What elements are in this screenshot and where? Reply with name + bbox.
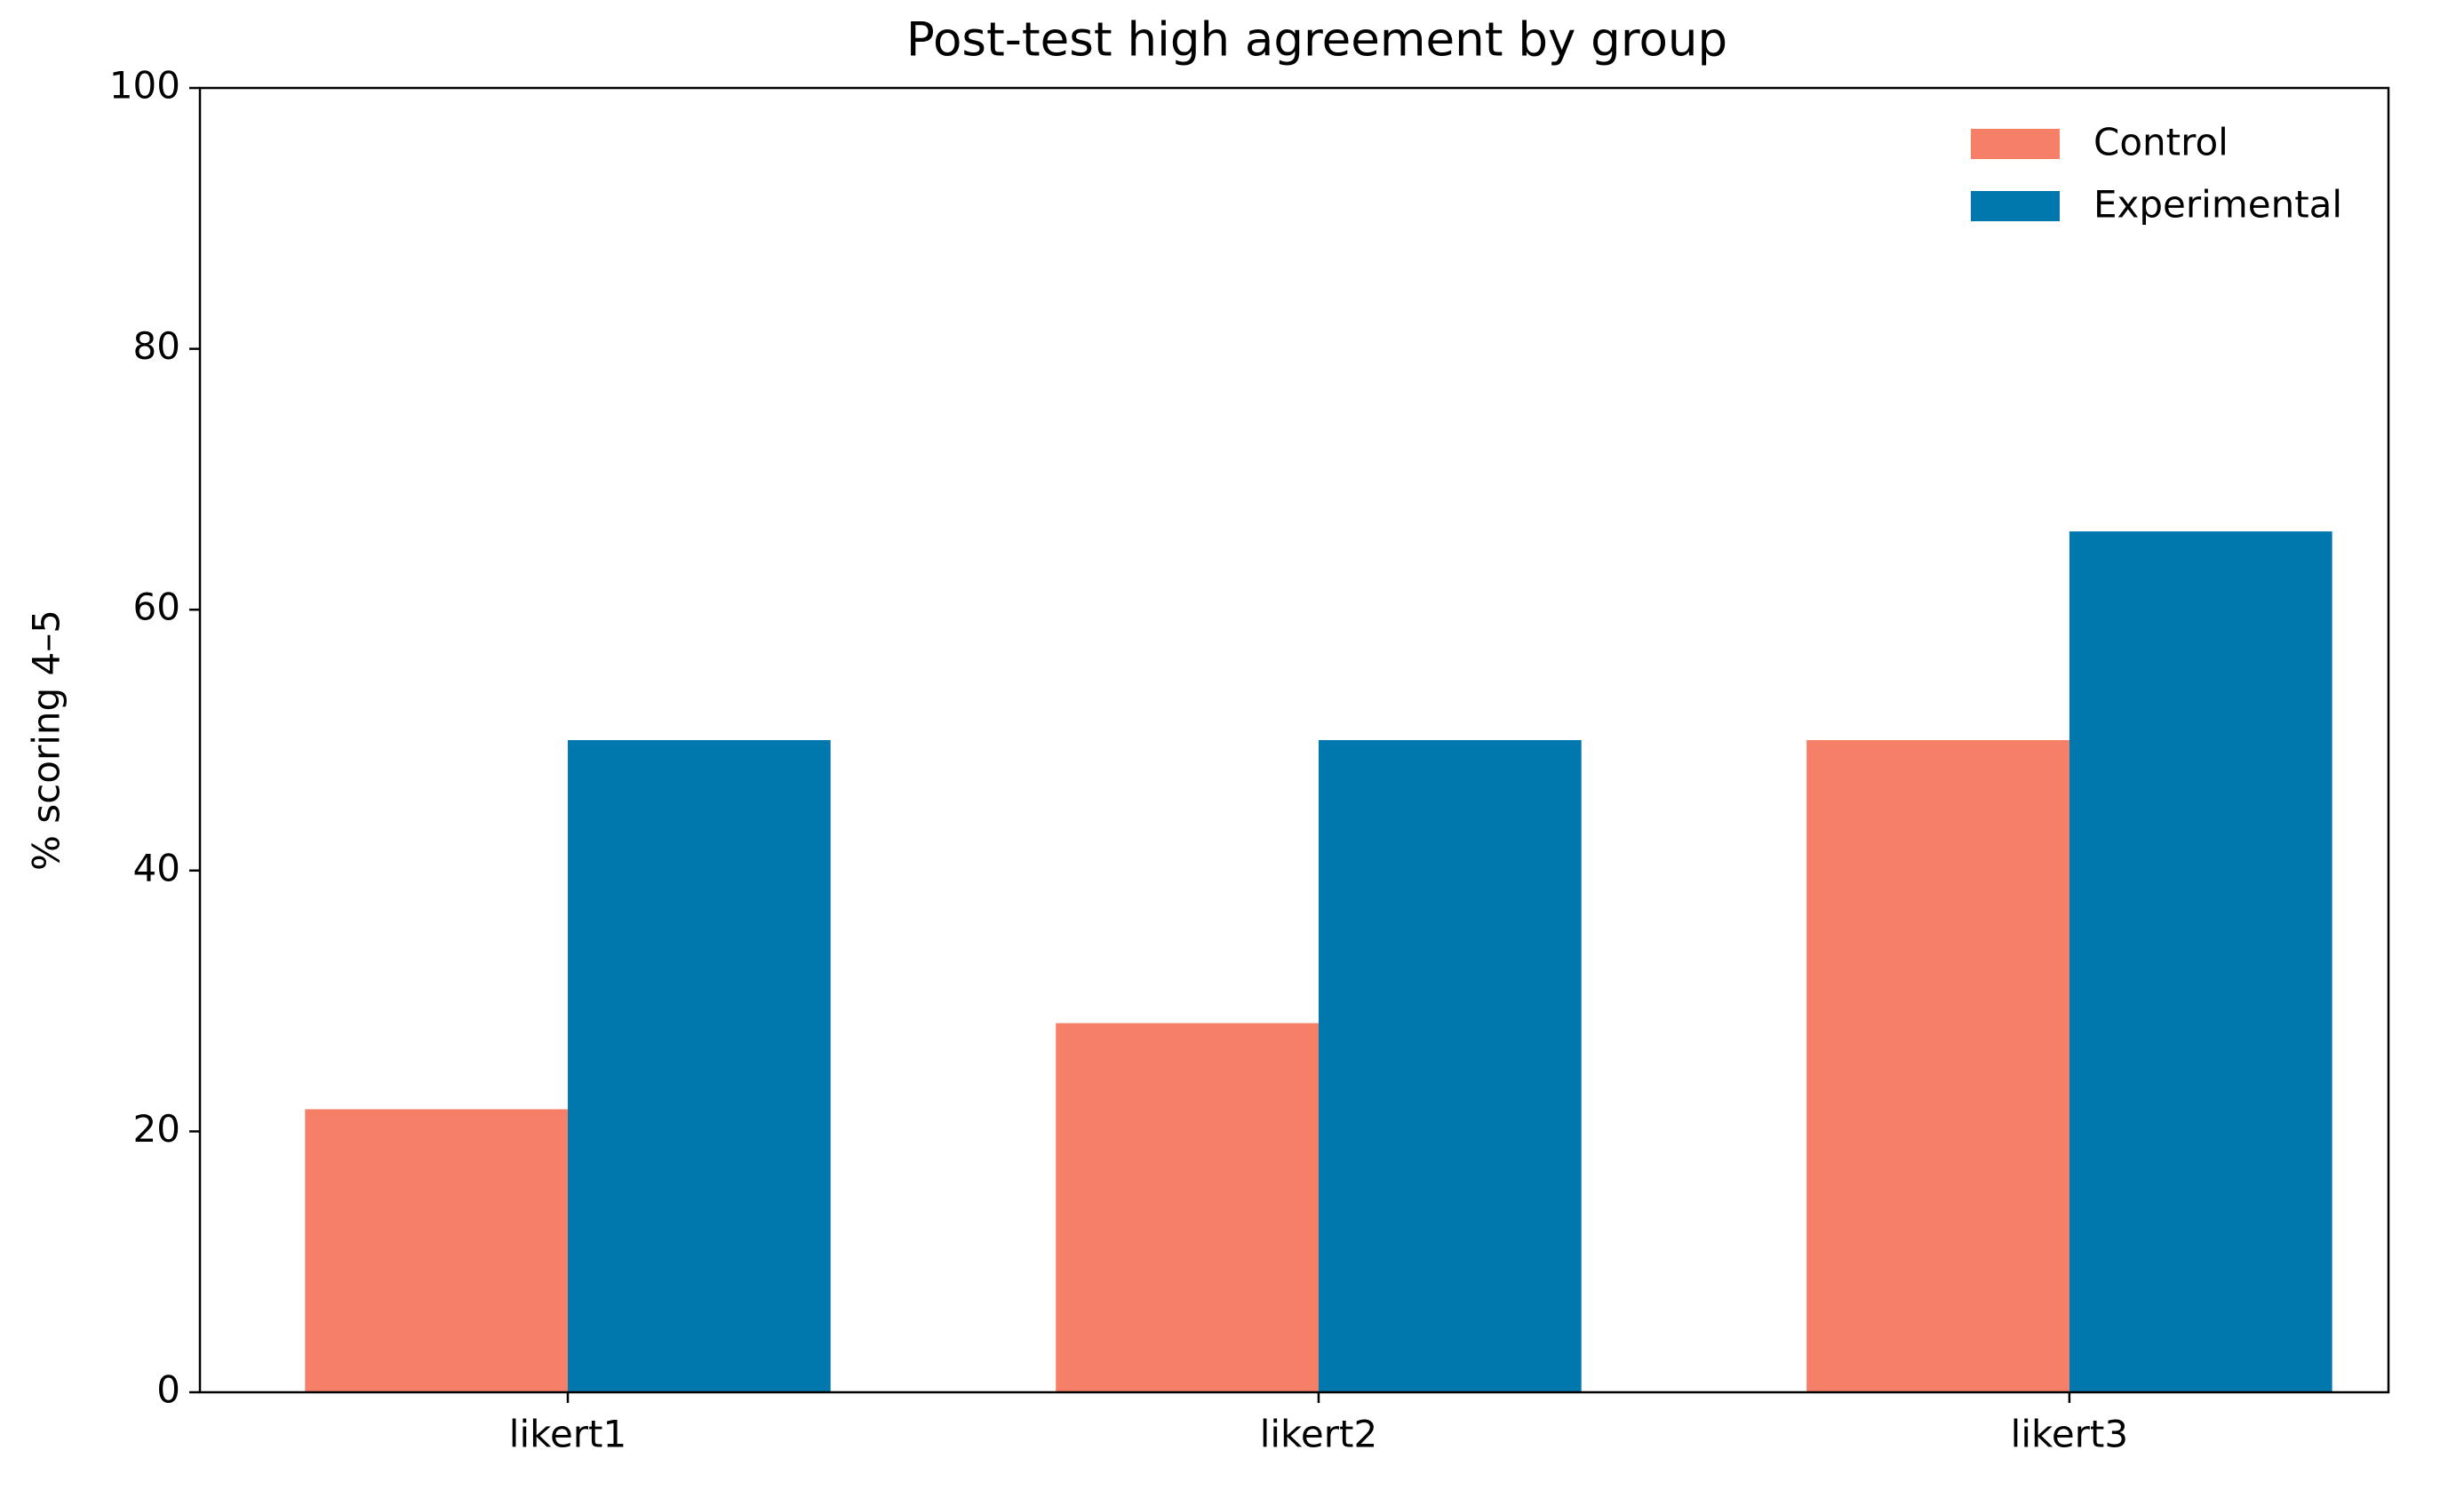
- legend-swatch: [1971, 191, 2060, 221]
- legend-label: Experimental: [2093, 183, 2342, 227]
- y-tick-label: 40: [133, 846, 180, 889]
- y-tick-label: 0: [156, 1368, 180, 1412]
- legend-label: Control: [2093, 121, 2229, 164]
- x-tick-label: likert2: [1260, 1413, 1377, 1456]
- bar: [1056, 1023, 1319, 1392]
- bar: [1806, 740, 2069, 1392]
- bar: [1318, 740, 1582, 1392]
- y-tick-label: 80: [133, 324, 180, 368]
- chart-title: Post-test high agreement by group: [906, 13, 1727, 68]
- bar: [2069, 531, 2332, 1392]
- y-tick-label: 100: [109, 64, 180, 108]
- legend-swatch: [1971, 129, 2060, 159]
- y-tick-label: 60: [133, 586, 180, 629]
- plot-frame: [198, 86, 2390, 1394]
- bar: [568, 740, 831, 1392]
- y-axis-label: % scoring 4–5: [25, 610, 68, 871]
- bar: [305, 1109, 569, 1392]
- y-tick-label: 20: [133, 1107, 180, 1151]
- x-tick-label: likert1: [509, 1413, 626, 1456]
- x-tick-label: likert3: [2011, 1413, 2128, 1456]
